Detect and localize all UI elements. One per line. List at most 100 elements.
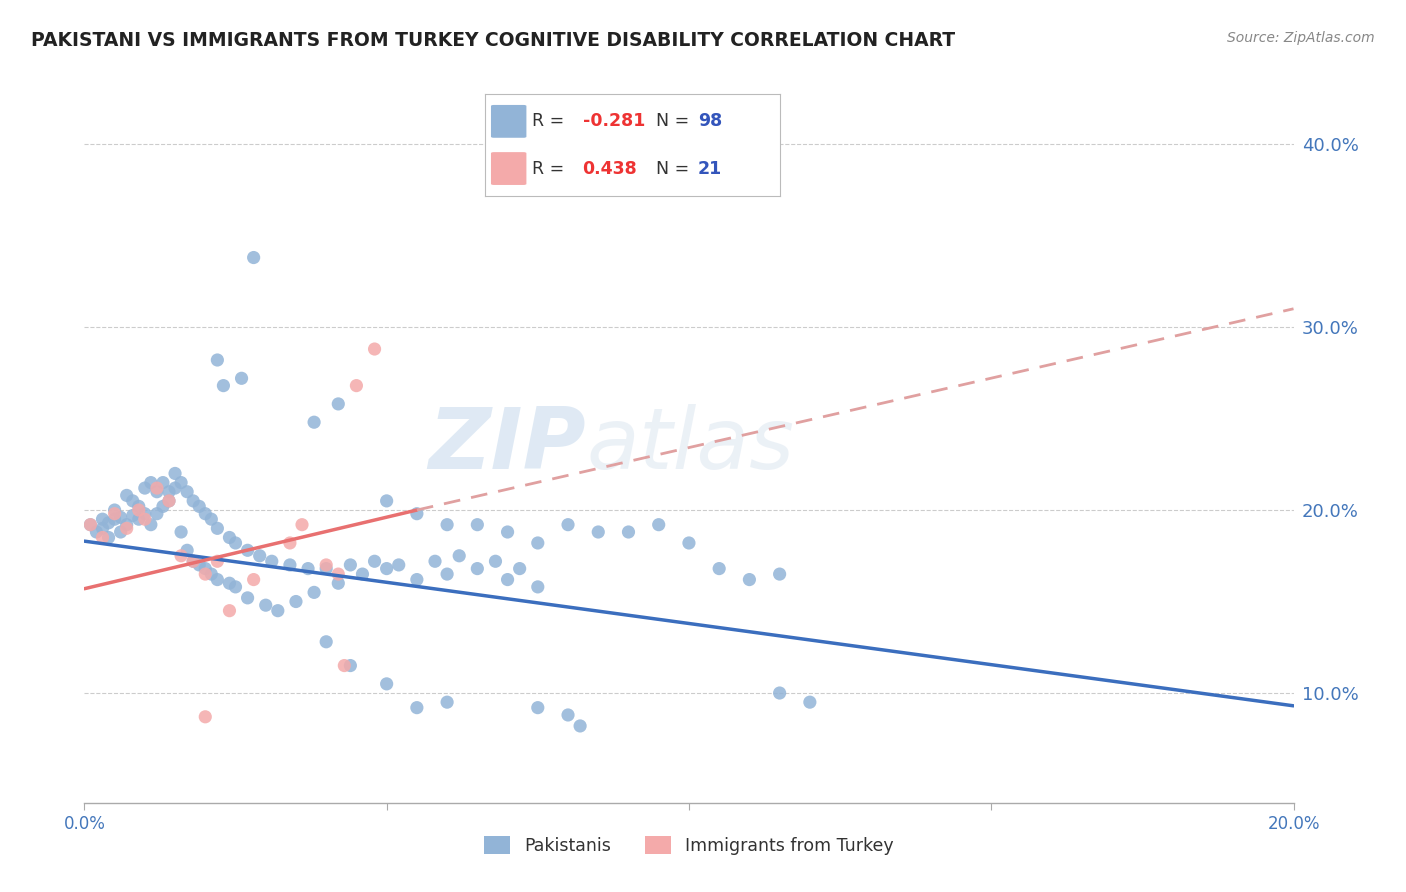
Point [194,507,217,521]
Point [170,549,193,563]
Point [328,567,350,582]
Point [231,371,253,385]
Point [181,554,204,568]
Point [207,353,229,368]
Point [333,658,356,673]
Point [97,531,120,545]
Point [588,524,610,539]
Point [128,503,150,517]
Text: 98: 98 [697,112,721,130]
Point [799,695,821,709]
Point [157,484,180,499]
Point [557,708,579,723]
Point [242,251,264,265]
Point [496,573,519,587]
Text: -0.281: -0.281 [582,112,645,130]
Point [91,512,114,526]
Point [302,415,325,429]
Point [678,536,700,550]
Point [170,524,193,539]
Point [648,517,671,532]
Point [207,554,229,568]
FancyBboxPatch shape [491,153,526,185]
Point [170,475,193,490]
Point [128,500,150,514]
Point [188,500,211,514]
Point [134,481,156,495]
Text: atlas: atlas [586,404,794,488]
Point [200,567,222,582]
Point [278,536,301,550]
Point [242,573,264,587]
Point [218,576,240,591]
Point [315,561,337,575]
Point [363,554,385,568]
Text: 0.438: 0.438 [582,160,637,178]
Text: Source: ZipAtlas.com: Source: ZipAtlas.com [1227,31,1375,45]
Point [328,397,350,411]
FancyBboxPatch shape [491,105,526,137]
Point [375,561,398,575]
Point [328,576,350,591]
Point [91,521,114,535]
Point [363,342,385,356]
Point [339,558,361,572]
Point [709,561,731,575]
Point [115,521,138,535]
Point [315,634,337,648]
Point [388,558,411,572]
Point [181,554,204,568]
Point [207,521,229,535]
Text: ZIP: ZIP [429,404,586,488]
Point [254,598,277,612]
Point [406,507,429,521]
Point [86,524,108,539]
Text: R =: R = [533,160,569,178]
Point [176,484,198,499]
Point [104,512,127,526]
Point [738,573,761,587]
Point [218,604,240,618]
Point [260,554,283,568]
Point [352,567,374,582]
Point [152,500,174,514]
Point [467,517,489,532]
Point [291,517,314,532]
Point [134,507,156,521]
Point [569,719,592,733]
Point [346,378,368,392]
Point [484,554,506,568]
Point [449,549,471,563]
Point [115,517,138,532]
Point [617,524,640,539]
Point [104,503,127,517]
Point [557,517,579,532]
Point [436,695,458,709]
Point [157,494,180,508]
Point [225,536,247,550]
Point [375,494,398,508]
Point [110,524,132,539]
Point [146,481,169,495]
Point [467,561,489,575]
Point [315,558,337,572]
Point [297,561,319,575]
Point [146,507,169,521]
Point [302,585,325,599]
Point [97,516,120,530]
Point [267,604,290,618]
Point [249,549,271,563]
Point [121,508,143,523]
Point [165,481,187,495]
Point [527,700,550,714]
Point [176,543,198,558]
Point [436,567,458,582]
Point [79,517,101,532]
Point [181,494,204,508]
Point [194,567,217,582]
Point [527,580,550,594]
Point [104,507,127,521]
Point [769,686,792,700]
Point [236,591,259,605]
Point [278,558,301,572]
